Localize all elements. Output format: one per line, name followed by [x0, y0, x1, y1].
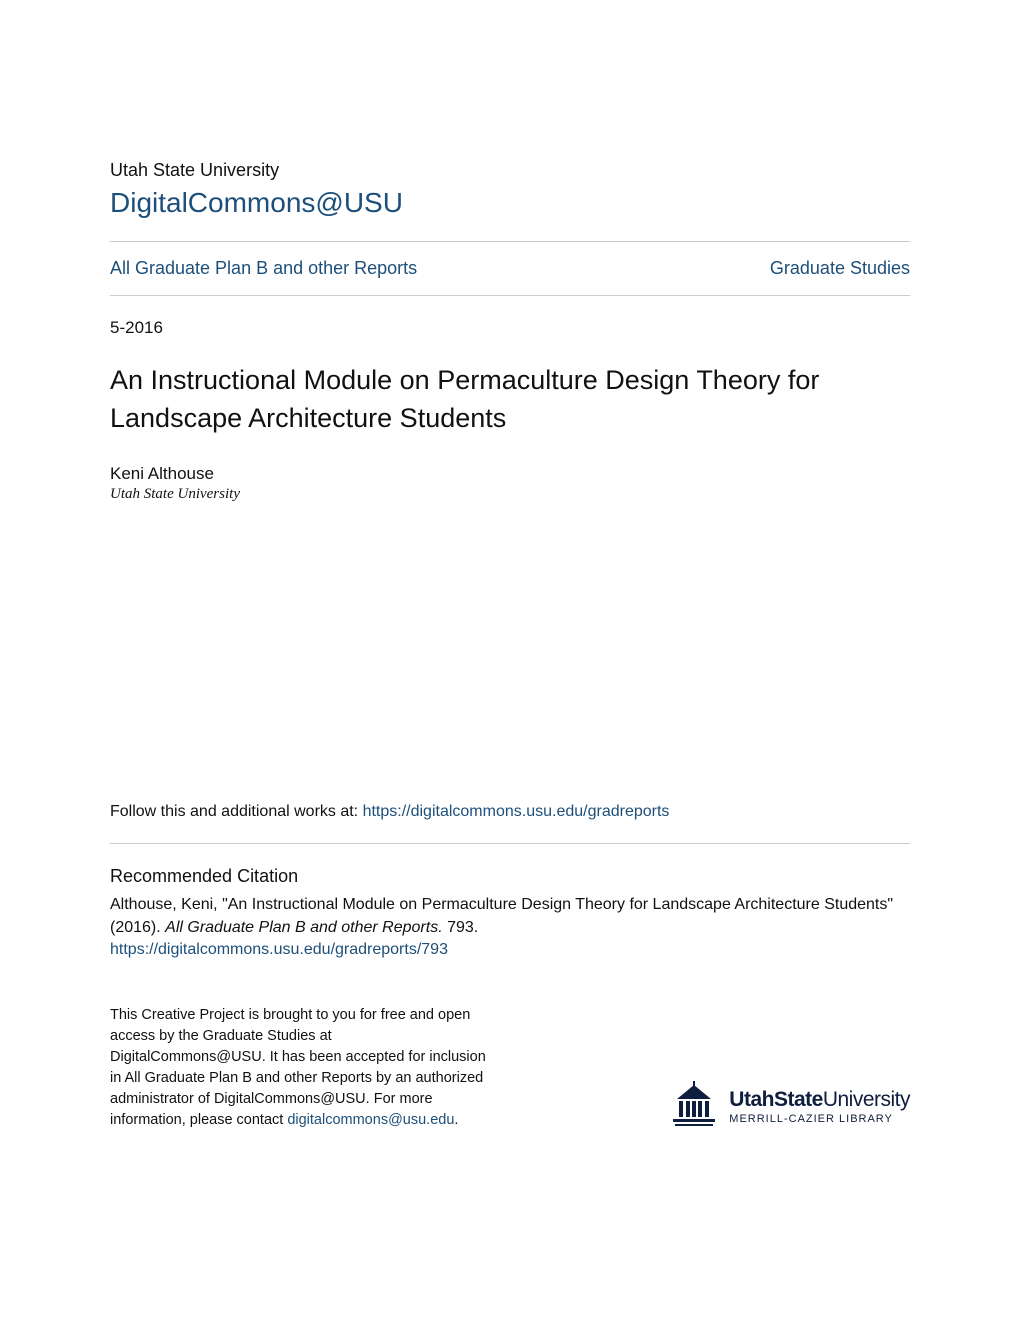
repository-link[interactable]: DigitalCommons@USU: [110, 187, 403, 219]
citation-body: Althouse, Keni, "An Instructional Module…: [110, 893, 910, 939]
divider-citation: [110, 843, 910, 844]
logo-university-name: UtahStateUniversity: [729, 1088, 910, 1112]
access-text-part1: This Creative Project is brought to you …: [110, 1007, 486, 1128]
collection-link[interactable]: All Graduate Plan B and other Reports: [110, 258, 417, 279]
divider-nav: [110, 295, 910, 296]
publication-date: 5-2016: [110, 318, 910, 338]
breadcrumb-nav: All Graduate Plan B and other Reports Gr…: [110, 242, 910, 295]
follow-prefix: Follow this and additional works at:: [110, 803, 363, 820]
citation-heading: Recommended Citation: [110, 866, 910, 887]
document-header: Utah State University DigitalCommons@USU: [110, 160, 910, 241]
contact-email-link[interactable]: digitalcommons@usu.edu: [287, 1112, 454, 1128]
paper-title: An Instructional Module on Permaculture …: [110, 362, 910, 438]
author-affiliation: Utah State University: [110, 486, 910, 503]
building-icon: [669, 1081, 719, 1131]
citation-url-link[interactable]: https://digitalcommons.usu.edu/gradrepor…: [110, 941, 448, 959]
usu-library-logo: UtahStateUniversity MERRILL-CAZIER LIBRA…: [669, 1081, 910, 1131]
content-spacer: [110, 503, 910, 803]
author-name: Keni Althouse: [110, 464, 910, 484]
logo-library-name: MERRILL-CAZIER LIBRARY: [729, 1113, 910, 1125]
access-statement: This Creative Project is brought to you …: [110, 1005, 490, 1131]
follow-url-link[interactable]: https://digitalcommons.usu.edu/gradrepor…: [363, 803, 670, 820]
logo-light-part: University: [823, 1088, 910, 1111]
footer-section: This Creative Project is brought to you …: [110, 1005, 910, 1131]
citation-italic: All Graduate Plan B and other Reports.: [165, 919, 443, 936]
citation-text-suffix: 793.: [443, 919, 479, 936]
logo-bold-part: UtahState: [729, 1088, 823, 1111]
institution-name: Utah State University: [110, 160, 910, 181]
follow-works-line: Follow this and additional works at: htt…: [110, 803, 910, 821]
access-text-part2: .: [454, 1112, 458, 1128]
graduate-studies-link[interactable]: Graduate Studies: [770, 258, 910, 279]
logo-text: UtahStateUniversity MERRILL-CAZIER LIBRA…: [729, 1088, 910, 1125]
